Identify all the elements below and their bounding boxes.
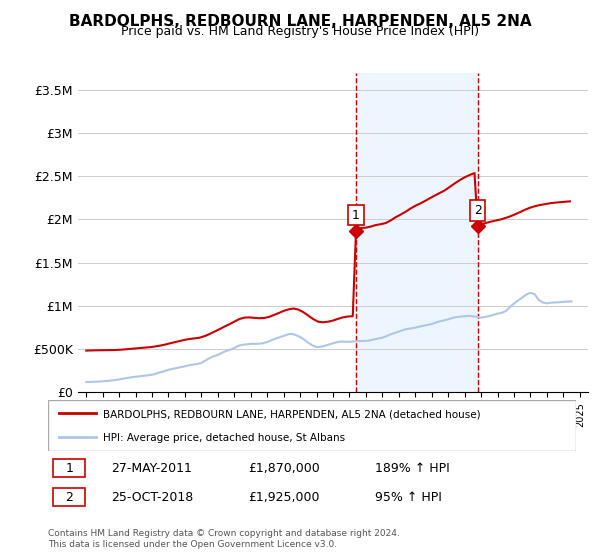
Text: Contains HM Land Registry data © Crown copyright and database right 2024.
This d: Contains HM Land Registry data © Crown c… xyxy=(48,529,400,549)
Text: BARDOLPHS, REDBOURN LANE, HARPENDEN, AL5 2NA (detached house): BARDOLPHS, REDBOURN LANE, HARPENDEN, AL5… xyxy=(103,409,481,419)
Text: 27-MAY-2011: 27-MAY-2011 xyxy=(112,461,192,475)
Text: £1,925,000: £1,925,000 xyxy=(248,491,320,503)
Text: BARDOLPHS, REDBOURN LANE, HARPENDEN, AL5 2NA: BARDOLPHS, REDBOURN LANE, HARPENDEN, AL5… xyxy=(68,14,532,29)
FancyBboxPatch shape xyxy=(53,488,85,506)
Text: £1,870,000: £1,870,000 xyxy=(248,461,320,475)
Text: 189% ↑ HPI: 189% ↑ HPI xyxy=(376,461,450,475)
Text: 2: 2 xyxy=(65,491,73,503)
Text: 95% ↑ HPI: 95% ↑ HPI xyxy=(376,491,442,503)
FancyBboxPatch shape xyxy=(48,400,576,451)
Text: 1: 1 xyxy=(352,209,360,222)
Text: 2: 2 xyxy=(474,204,482,217)
Text: 25-OCT-2018: 25-OCT-2018 xyxy=(112,491,194,503)
FancyBboxPatch shape xyxy=(53,459,85,477)
Bar xyxy=(356,73,478,392)
Text: HPI: Average price, detached house, St Albans: HPI: Average price, detached house, St A… xyxy=(103,433,346,443)
Text: Price paid vs. HM Land Registry's House Price Index (HPI): Price paid vs. HM Land Registry's House … xyxy=(121,25,479,38)
Text: 1: 1 xyxy=(65,461,73,475)
